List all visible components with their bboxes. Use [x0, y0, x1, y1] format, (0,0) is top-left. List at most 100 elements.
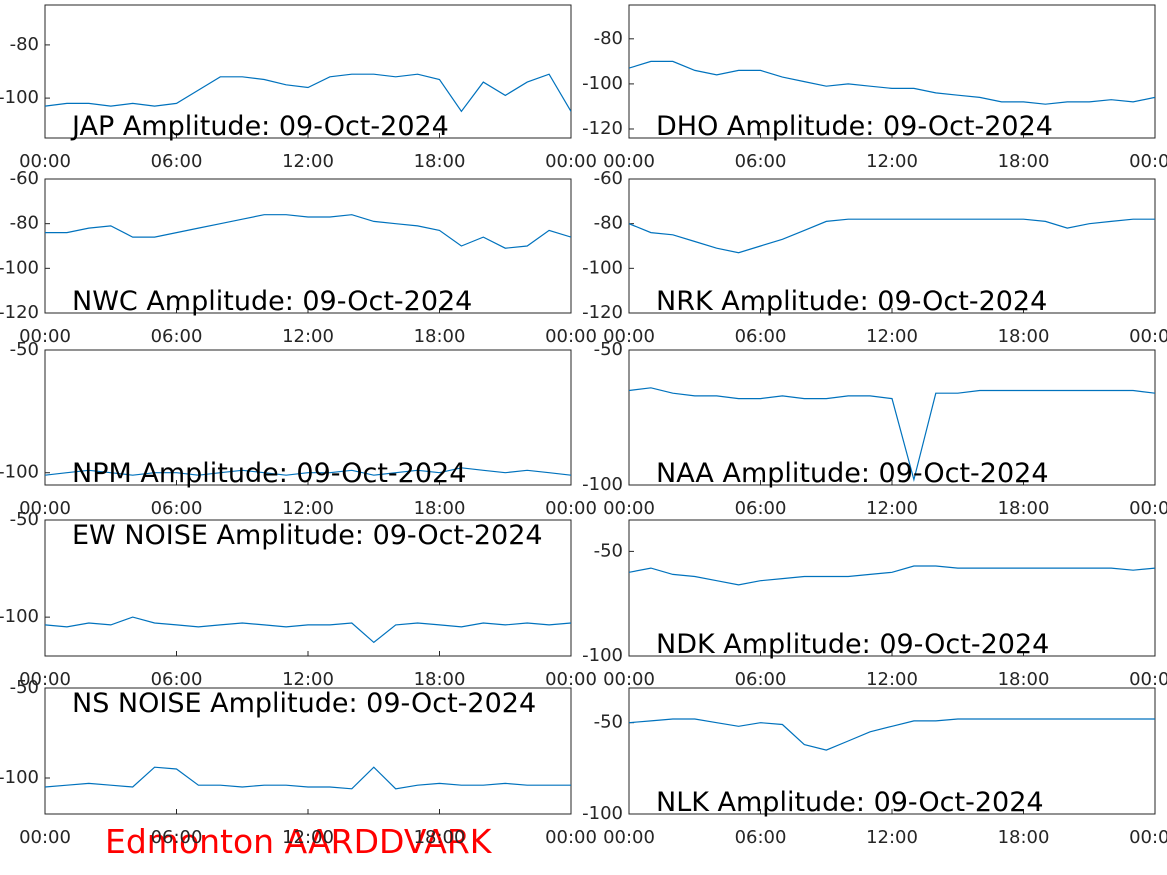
y-tick-label: -100	[0, 257, 39, 278]
x-tick-label: 00:00	[19, 151, 71, 172]
x-tick-label: 12:00	[866, 498, 918, 519]
y-tick-label: -120	[582, 302, 623, 323]
x-tick-label: 00:00	[603, 326, 655, 347]
x-tick-label: 06:00	[735, 669, 787, 690]
y-tick-label: -100	[0, 606, 39, 627]
series-line	[45, 467, 571, 476]
x-tick-label: 18:00	[414, 326, 466, 347]
y-tick-label: -120	[582, 118, 623, 139]
series-line	[629, 718, 1155, 751]
x-tick-label: 12:00	[282, 498, 334, 519]
panel-title: EW NOISE Amplitude: 09-Oct-2024	[72, 520, 543, 551]
y-tick-label: -80	[594, 213, 623, 234]
series-group	[629, 218, 1155, 254]
y-tick-label: -100	[582, 73, 623, 94]
panel-title: NDK Amplitude: 09-Oct-2024	[656, 629, 1049, 660]
x-tick-label: 00:00	[19, 326, 71, 347]
panel: -100 -50 00:00 06:00 12:00 18:00 00:00 NS NOISE…	[0, 677, 597, 848]
x-tick-label: 18:00	[998, 827, 1050, 848]
x-tick-label: 06:00	[151, 151, 203, 172]
panel: -100 -50 00:00 06:00 12:00 18:00 00:00 EW NOISE…	[0, 509, 597, 690]
plot-area	[44, 519, 572, 657]
x-tick-label: 12:00	[282, 827, 334, 848]
panel-title: NWC Amplitude: 09-Oct-2024	[72, 286, 472, 317]
y-tick-label: -50	[10, 509, 39, 530]
x-tick-label: 18:00	[414, 151, 466, 172]
y-tick-label: -50	[594, 339, 623, 360]
series-group	[629, 387, 1155, 482]
y-tick-label: -100	[582, 474, 623, 495]
plot-area	[628, 4, 1156, 139]
panel: -120-100-80-6000:0006:0012:0018:0000:00N…	[582, 168, 1167, 347]
x-tick-label: 06:00	[735, 151, 787, 172]
x-tick-label: 12:00	[866, 669, 918, 690]
x-tick-label: 18:00	[998, 669, 1050, 690]
x-tick-label: 06:00	[151, 827, 203, 848]
y-tick-label: -50	[10, 677, 39, 698]
plot-area	[628, 349, 1156, 486]
series-line	[45, 766, 571, 790]
y-tick-label: -80	[10, 213, 39, 234]
x-tick-label: 06:00	[735, 326, 787, 347]
series-group	[45, 766, 571, 790]
x-tick-label: 00:00	[603, 151, 655, 172]
x-tick-label: 18:00	[414, 827, 466, 848]
series-line	[45, 73, 571, 113]
plot-area	[628, 178, 1156, 314]
panel: -100 -80 00:00 06:00 12:00 18:00 00:00 JAP Ampl…	[0, 4, 597, 172]
series-line	[629, 387, 1155, 482]
series-group	[45, 214, 571, 249]
x-tick-label: 06:00	[151, 326, 203, 347]
y-tick-label: -80	[594, 28, 623, 49]
y-tick-label: -100	[582, 257, 623, 278]
x-tick-label: 18:00	[414, 498, 466, 519]
panel-title: NAA Amplitude: 09-Oct-2024	[656, 458, 1049, 489]
x-tick-label: 12:00	[866, 151, 918, 172]
panel-title: DHO Amplitude: 09-Oct-2024	[656, 111, 1053, 142]
y-tick-label: -100	[0, 767, 39, 788]
panel-title: NPM Amplitude: 09-Oct-2024	[72, 458, 466, 489]
y-tick-label: -120	[0, 302, 39, 323]
x-tick-label: 00:00	[1129, 827, 1167, 848]
x-tick-label: 18:00	[998, 326, 1050, 347]
x-tick-label: 00:00	[1129, 326, 1167, 347]
x-tick-label: 00:00	[1129, 498, 1167, 519]
panel-title: NLK Amplitude: 09-Oct-2024	[656, 787, 1044, 818]
x-tick-label: 00:00	[545, 827, 597, 848]
panel-title: NRK Amplitude: 09-Oct-2024	[656, 286, 1047, 317]
plot-area	[44, 687, 572, 815]
x-tick-label: 12:00	[866, 827, 918, 848]
x-tick-label: 12:00	[282, 326, 334, 347]
x-tick-label: 06:00	[151, 669, 203, 690]
x-tick-label: 18:00	[998, 151, 1050, 172]
x-tick-label: 00:00	[19, 498, 71, 519]
y-tick-label: -100	[0, 87, 39, 108]
y-tick-label: -100	[0, 462, 39, 483]
x-tick-label: 12:00	[866, 326, 918, 347]
x-tick-label: 00:00	[19, 669, 71, 690]
series-group	[45, 616, 571, 644]
x-tick-label: 00:00	[545, 498, 597, 519]
x-tick-label: 00:00	[1129, 669, 1167, 690]
panel-title: JAP Amplitude: 09-Oct-2024	[70, 111, 449, 142]
y-tick-label: -80	[10, 34, 39, 55]
plot-area	[44, 4, 572, 139]
series-line	[629, 218, 1155, 254]
x-tick-label: 00:00	[545, 326, 597, 347]
series-group	[629, 718, 1155, 751]
x-tick-label: 12:00	[282, 669, 334, 690]
y-tick-label: -100	[582, 645, 623, 666]
x-tick-label: 06:00	[735, 827, 787, 848]
x-tick-label: 06:00	[151, 498, 203, 519]
x-tick-label: 00:00	[545, 669, 597, 690]
x-tick-label: 00:00	[603, 827, 655, 848]
x-tick-label: 00:00	[19, 827, 71, 848]
x-tick-label: 00:00	[603, 669, 655, 690]
series-line	[45, 616, 571, 644]
